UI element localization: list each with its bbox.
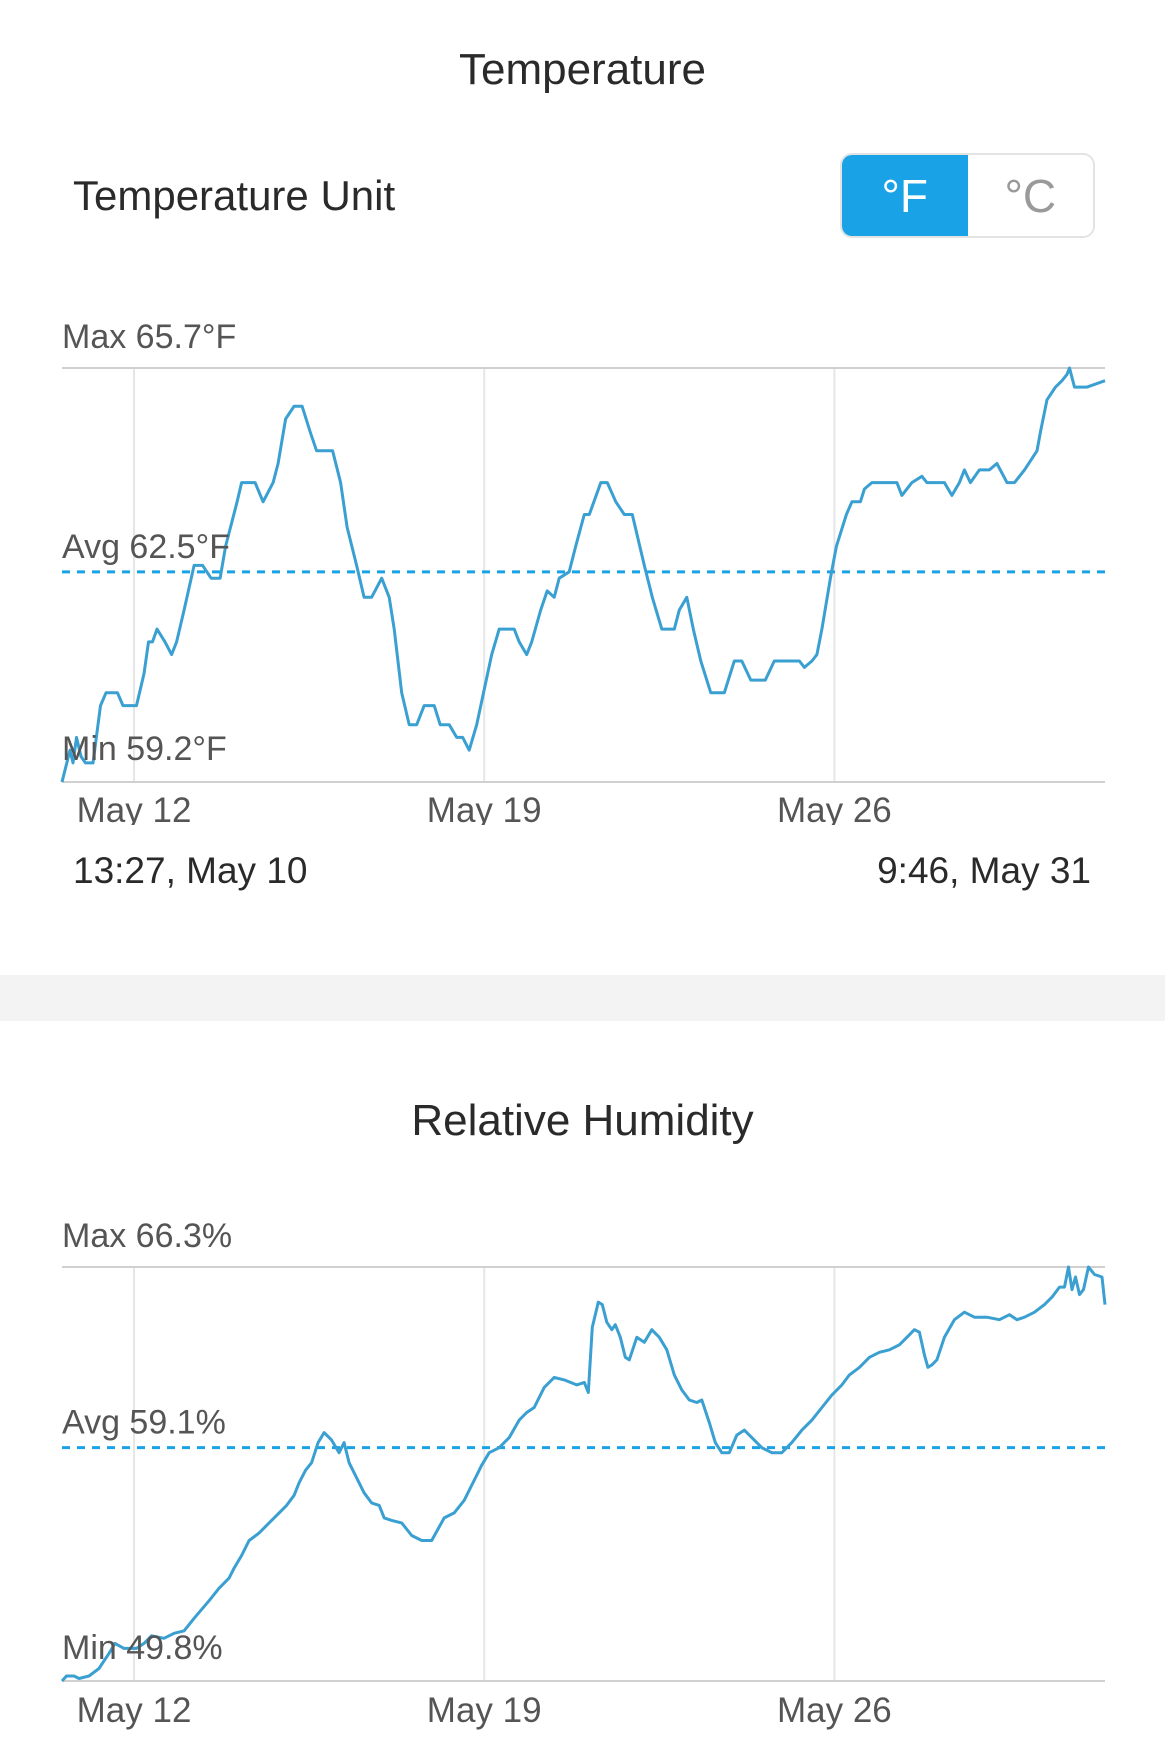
temperature-chart: Max 65.7°F Avg 62.5°F Min 59.2°F May 12 M…	[60, 318, 1106, 825]
x-tick-label: May 26	[777, 791, 892, 825]
x-tick-label: May 19	[427, 1691, 542, 1730]
fahrenheit-button[interactable]: °F	[842, 155, 968, 236]
avg-label: Avg 62.5°F	[62, 528, 230, 566]
x-axis-ticks: May 12 May 19 May 26	[77, 1691, 892, 1730]
x-tick-label: May 26	[777, 1691, 892, 1730]
series-line	[60, 1265, 1107, 1683]
x-tick-label: May 12	[77, 791, 192, 825]
celsius-button[interactable]: °C	[967, 155, 1093, 236]
vertical-grid	[133, 1267, 836, 1681]
section-divider	[0, 975, 1165, 1021]
temperature-unit-toggle[interactable]: °F °C	[840, 153, 1095, 238]
x-tick-label: May 12	[77, 1691, 192, 1730]
min-label: Min 49.8%	[62, 1629, 223, 1667]
range-end-time: 9:46, May 31	[877, 850, 1091, 891]
max-label: Max 66.3%	[62, 1217, 232, 1255]
max-label: Max 65.7°F	[62, 318, 236, 356]
temperature-title: Temperature	[458, 45, 706, 94]
humidity-title: Relative Humidity	[411, 1096, 754, 1145]
min-label: Min 59.2°F	[62, 730, 227, 768]
humidity-chart: Max 66.3% Avg 59.1% Min 49.8% May 12 May …	[60, 1217, 1107, 1730]
x-axis-ticks: May 12 May 19 May 26	[77, 791, 892, 825]
temperature-unit-label: Temperature Unit	[73, 172, 396, 219]
vertical-grid	[133, 368, 836, 782]
x-tick-label: May 19	[427, 791, 542, 825]
series-line	[60, 366, 1106, 783]
avg-label: Avg 59.1%	[62, 1404, 226, 1442]
range-start-time: 13:27, May 10	[73, 850, 308, 891]
